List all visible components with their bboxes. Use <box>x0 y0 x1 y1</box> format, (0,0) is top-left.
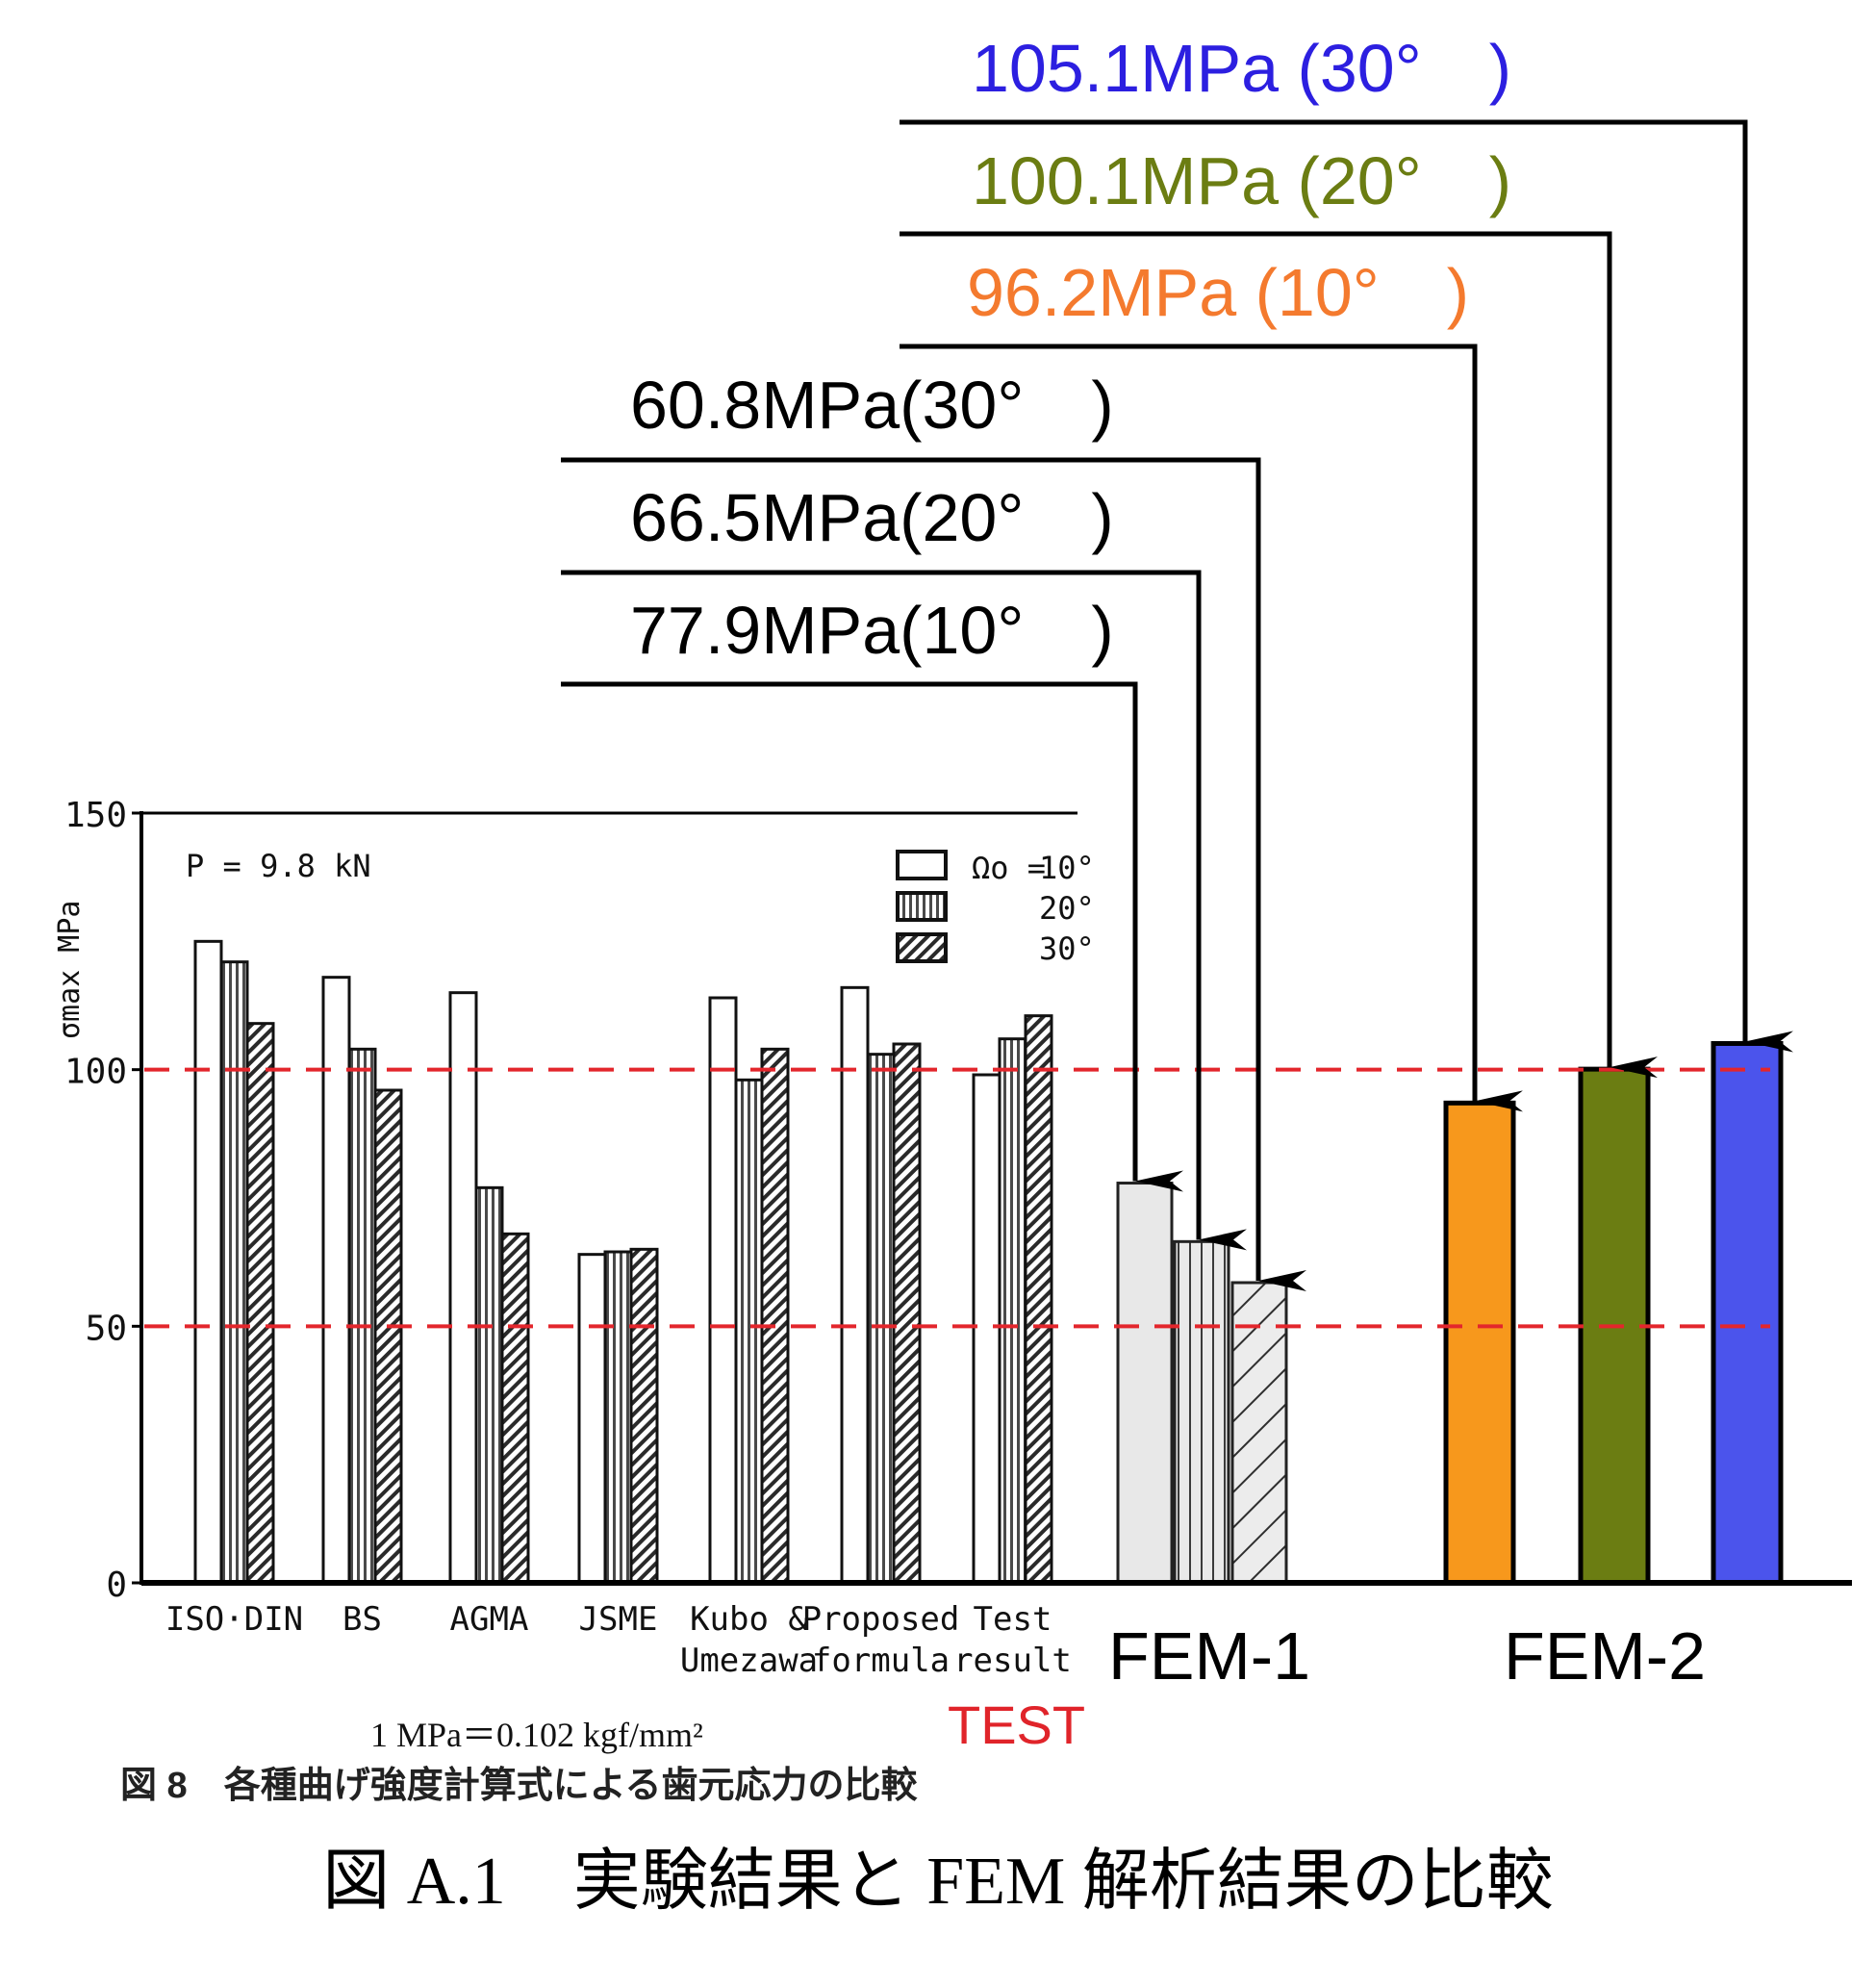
bar-20deg <box>347 1047 377 1585</box>
bar-30deg <box>629 1247 659 1585</box>
fem1-bars <box>1116 1182 1288 1585</box>
fem1-callout-30: 60.8MPa(30° ) <box>630 368 1114 443</box>
bar-20deg <box>474 1185 504 1585</box>
fem1-callout-10: 77.9MPa(10° ) <box>630 593 1114 668</box>
category-label: BS <box>342 1600 382 1639</box>
legend-item-10: 10° <box>1039 850 1095 886</box>
bar-30deg <box>760 1047 790 1585</box>
legend-swatch-20 <box>896 891 948 922</box>
y-tick-label: 50 <box>86 1309 127 1348</box>
bar-10deg <box>840 985 870 1585</box>
bar-30deg <box>892 1042 922 1585</box>
bar-30deg <box>373 1088 403 1585</box>
bar-10deg <box>708 996 738 1585</box>
fem2-bar-10deg <box>1443 1100 1516 1586</box>
fem1-label: FEM-1 <box>1108 1618 1310 1694</box>
category-label: JSME <box>579 1600 658 1639</box>
y-tick-label: 0 <box>106 1566 127 1605</box>
inner-caption: 図 8 各種曲げ強度計算式による歯元応力の比較 <box>120 1765 919 1806</box>
bar-20deg <box>866 1053 896 1585</box>
y-axis-label: σmax MPa <box>53 901 87 1040</box>
bar-20deg <box>603 1250 633 1585</box>
fem2-leader-30 <box>900 119 1793 1053</box>
fem2-callout-20: 100.1MPa (20° ) <box>972 143 1511 218</box>
bar-10deg <box>193 939 223 1585</box>
fem2-leader-10 <box>900 344 1523 1112</box>
test-label: TEST <box>948 1694 1085 1755</box>
y-tick-label: 150 <box>64 796 127 835</box>
bar-20deg <box>998 1037 1027 1585</box>
bar-30deg <box>500 1232 530 1585</box>
figure-caption: 図 A.1 実験結果と FEM 解析結果の比較 <box>322 1845 1553 1919</box>
fem2-bar-30deg <box>1711 1040 1784 1586</box>
fem2-bars <box>1443 1040 1784 1586</box>
bar-20deg <box>219 960 249 1585</box>
fem1-leader-20 <box>561 570 1247 1251</box>
legend-item-30: 30° <box>1039 930 1095 967</box>
bar-10deg <box>448 991 478 1585</box>
fem1-leader-30 <box>561 457 1306 1291</box>
category-label: AGMA <box>450 1600 529 1639</box>
fem2-callout-30: 105.1MPa (30° ) <box>972 31 1511 106</box>
bar-30deg <box>1024 1014 1053 1585</box>
fem1-callout-20: 66.5MPa(20° ) <box>630 480 1114 555</box>
bar-10deg <box>972 1073 1001 1585</box>
y-tick-label: 100 <box>64 1053 127 1092</box>
bar-20deg <box>734 1078 764 1585</box>
callouts: 105.1MPa (30° ) 100.1MPa (20° ) 96.2MPa … <box>630 31 1511 668</box>
category-label: Proposed <box>802 1600 960 1639</box>
category-label: formula <box>812 1642 950 1680</box>
category-label: Test <box>974 1600 1052 1639</box>
category-label: ISO·DIN <box>165 1600 303 1639</box>
category-label: Kubo & <box>690 1600 808 1639</box>
bar-10deg <box>577 1253 607 1585</box>
legend-item-20: 20° <box>1039 890 1095 927</box>
category-labels: ISO·DIN BS AGMA JSME Kubo &UmezawaProposedfo… <box>165 1600 1072 1680</box>
unit-note: 1 MPa＝0.102 kgf/mm² <box>370 1716 703 1754</box>
fem2-label: FEM-2 <box>1504 1618 1706 1694</box>
legend: Ωo = 10° 20° 30° <box>896 850 1095 967</box>
scanned-bars <box>193 939 1053 1585</box>
fem2-callout-10: 96.2MPa (10° ) <box>967 255 1469 330</box>
scanned-chart: 0 50 100 150 σmax MPa P = 9.8 kN Ωo = 10° 2… <box>53 796 1095 1806</box>
legend-swatch-30 <box>896 932 948 963</box>
load-label: P = 9.8 kN <box>186 848 371 884</box>
reference-lines <box>144 1067 1770 1329</box>
category-label: Umezawa <box>680 1642 818 1680</box>
y-ticks: 0 50 100 150 <box>64 796 141 1605</box>
fem1-bar-10deg <box>1116 1182 1174 1585</box>
category-label: result <box>953 1642 1072 1680</box>
legend-swatch-10 <box>896 850 948 880</box>
fem1-leader-10 <box>561 681 1183 1192</box>
legend-symbol: Ωo = <box>972 850 1046 886</box>
callout-leaders <box>561 119 1793 1291</box>
fem1-bar-20deg <box>1173 1239 1230 1585</box>
fem2-leader-20 <box>900 231 1658 1079</box>
bar-30deg <box>245 1022 275 1585</box>
